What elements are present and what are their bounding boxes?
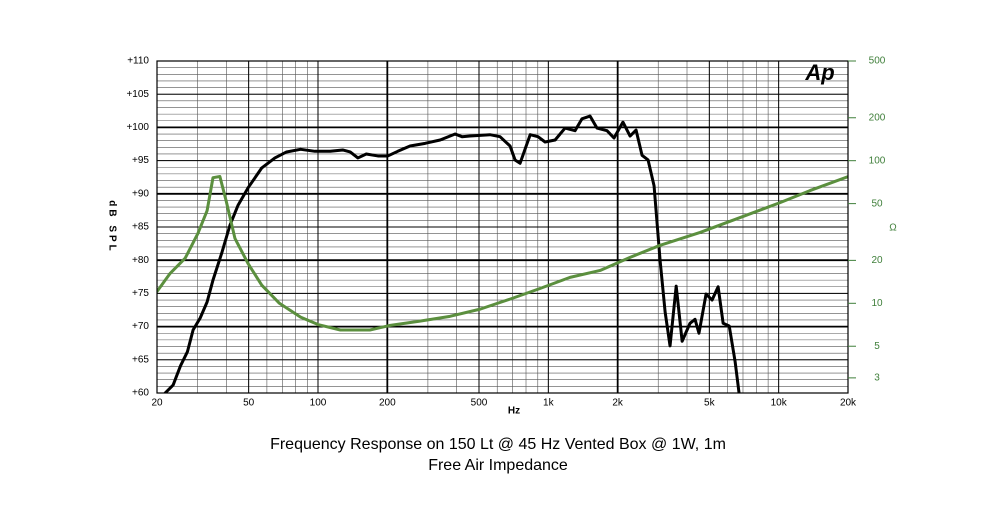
- y2-tick-label: 20: [871, 255, 883, 266]
- x-tick-label: 10k: [771, 398, 788, 409]
- y2-tick-label: 500: [869, 56, 886, 67]
- x-tick-label: 1k: [543, 398, 555, 409]
- y-tick-label: +90: [132, 188, 149, 199]
- y2-tick-label: 10: [871, 298, 883, 309]
- y2-tick-label: 50: [871, 198, 883, 209]
- x-tick-label: 2k: [612, 398, 624, 409]
- logo: Ap: [804, 60, 834, 85]
- series-line: [157, 174, 848, 332]
- x-tick-label: 5k: [704, 398, 716, 409]
- series-line: [163, 114, 741, 393]
- chart-title: Frequency Response on 150 Lt @ 45 Hz Ven…: [270, 436, 726, 453]
- x-tick-label: 50: [243, 398, 255, 409]
- y-axis-label: dB SPL: [106, 200, 117, 254]
- y-tick-label: +75: [132, 288, 149, 299]
- x-tick-label: 20k: [840, 398, 857, 409]
- y-axis-label-text: dB SPL: [106, 200, 117, 254]
- y2-tick-label: 3: [874, 373, 880, 384]
- x-axis-label: Hz: [508, 406, 520, 417]
- y2-axis-label: Ω: [889, 223, 897, 234]
- y-tick-label: +95: [132, 155, 149, 166]
- y-tick-label: +100: [126, 122, 149, 133]
- y-tick-label: +70: [132, 321, 149, 332]
- curves: [157, 114, 848, 393]
- chart-subtitle: Free Air Impedance: [428, 457, 568, 474]
- x-tick-label: 500: [471, 398, 488, 409]
- y-tick-label: +105: [126, 89, 149, 100]
- y2-tick-label: 5: [874, 341, 880, 352]
- grid: [156, 60, 849, 394]
- plot-frame: [156, 60, 849, 394]
- x-tick-label: 200: [379, 398, 396, 409]
- y2-tick-label: 100: [869, 155, 886, 166]
- x-tick-label: 100: [310, 398, 327, 409]
- y-tick-label: +80: [132, 255, 149, 266]
- y-tick-label: +65: [132, 354, 149, 365]
- y-tick-label: +110: [127, 56, 149, 67]
- y2-tick-label: 200: [869, 112, 886, 123]
- x-tick-label: 20: [151, 398, 163, 409]
- y-tick-label: +60: [132, 388, 149, 399]
- y-tick-label: +85: [132, 222, 149, 233]
